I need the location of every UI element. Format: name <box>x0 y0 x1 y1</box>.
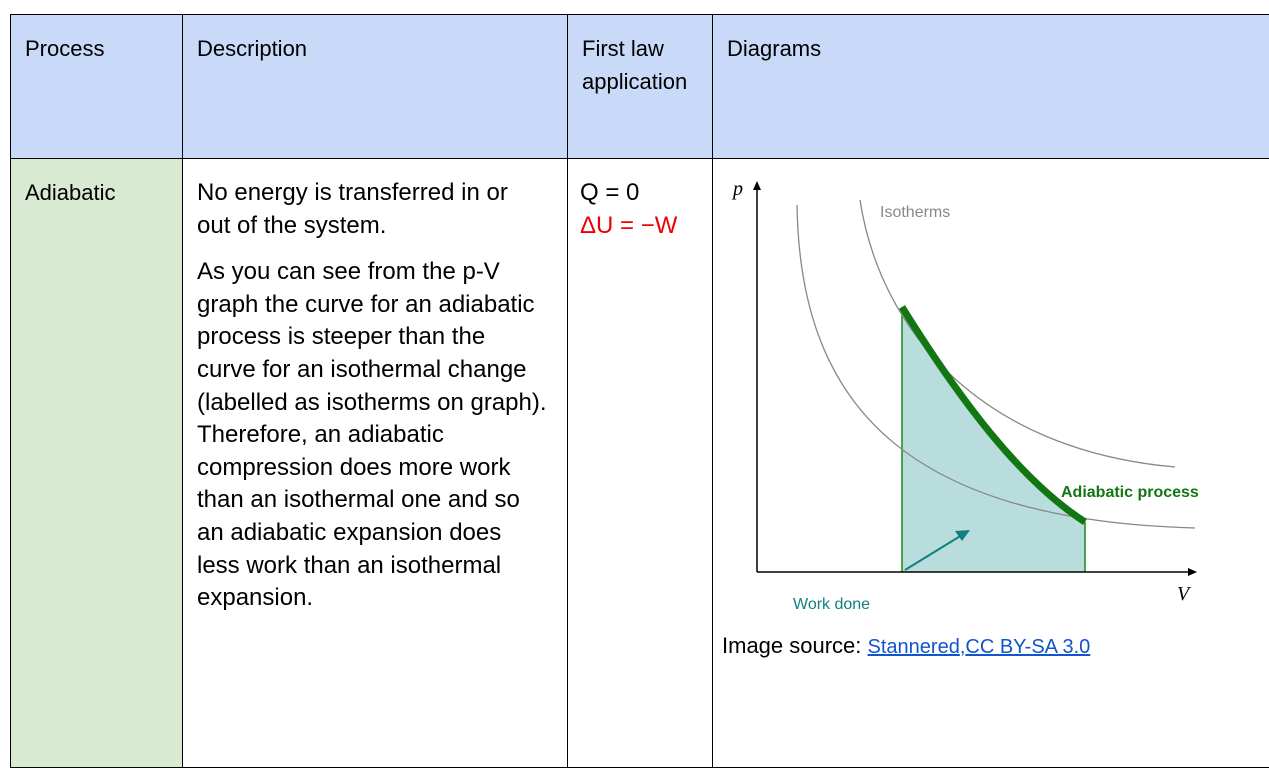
page: Process Description First law applicatio… <box>10 14 1269 768</box>
adiabatic-curve <box>899 305 1087 525</box>
separator[interactable]: , <box>959 636 966 658</box>
header-text: Diagrams <box>727 36 822 61</box>
arrowhead <box>955 530 970 541</box>
process-text: Adiabatic <box>25 180 116 205</box>
paragraph: As you can see from the p-V graph the cu… <box>197 258 547 612</box>
equation: Q = 0 <box>580 179 640 206</box>
equation: ΔU = −W <box>580 211 678 239</box>
header-text: Description <box>197 36 308 61</box>
first-law-cell: Q = 0 ΔU = −W <box>567 158 713 768</box>
header-cell: Process <box>10 14 183 159</box>
header-cell: First law application <box>567 14 713 159</box>
paragraph: No energy is transferred in or out of th… <box>197 179 508 239</box>
header-text: First law application <box>582 36 688 94</box>
axis-label: V <box>1177 583 1192 605</box>
description-cell: No energy is transferred in or out of th… <box>182 158 568 768</box>
link[interactable]: CC BY-SA 3.0 <box>965 636 1091 658</box>
process-cell: Adiabatic <box>10 158 183 768</box>
label: Isotherms <box>880 204 950 221</box>
arrow <box>904 534 963 571</box>
axis-label: p <box>731 178 743 200</box>
isotherm <box>859 199 1176 468</box>
label: Work done <box>793 596 870 613</box>
link[interactable]: Stannered <box>867 636 960 658</box>
caption: Image source: Stannered,CC BY-SA 3.0 <box>722 630 1090 663</box>
label: Adiabatic process <box>1061 484 1199 501</box>
header-cell: Diagrams <box>712 14 1269 159</box>
caption-text: Image source: <box>722 633 862 658</box>
pv-diagram: p V Isotherms Adiabatic process Work don… <box>731 178 1199 613</box>
header-text: Process <box>25 36 105 61</box>
arrowhead <box>753 181 761 190</box>
arrowhead <box>1188 568 1197 576</box>
